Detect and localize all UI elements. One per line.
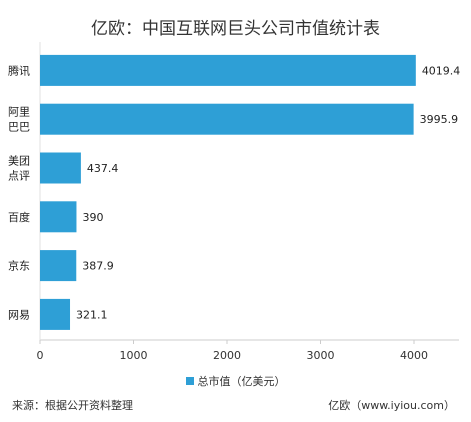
category-label: 阿里巴巴 [8, 106, 30, 134]
legend: 总市值（亿美元） [0, 373, 471, 389]
data-label: 390 [82, 211, 103, 224]
bar [40, 54, 416, 86]
x-tick-label: 2000 [213, 349, 241, 362]
legend-swatch [185, 377, 194, 385]
chart-title: 亿欧：中国互联网巨头公司市值统计表 [91, 19, 380, 39]
category-label: 网易 [8, 308, 30, 321]
source-note: 来源：根据公开资料整理 [12, 399, 133, 412]
brand-credit: 亿欧（www.iyiou.com） [328, 399, 455, 412]
legend-label: 总市值（亿美元） [197, 375, 286, 388]
bar [40, 152, 81, 184]
x-tick-label: 3000 [307, 349, 335, 362]
data-label: 3995.9 [420, 113, 459, 126]
x-tick-label: 0 [37, 349, 44, 362]
category-label: 腾讯 [8, 63, 30, 77]
category-label: 京东 [8, 259, 30, 273]
data-label: 437.4 [87, 162, 119, 175]
category-label: 美团点评 [8, 155, 30, 183]
bar [40, 250, 77, 282]
category-label: 百度 [8, 210, 30, 224]
data-label: 4019.4 [422, 64, 461, 77]
bar [40, 103, 414, 135]
data-label: 321.1 [76, 308, 108, 321]
x-tick-label: 4000 [400, 349, 428, 362]
bar [40, 298, 71, 330]
bar [40, 201, 77, 233]
x-tick-label: 1000 [120, 349, 148, 362]
data-label: 387.9 [82, 260, 114, 273]
